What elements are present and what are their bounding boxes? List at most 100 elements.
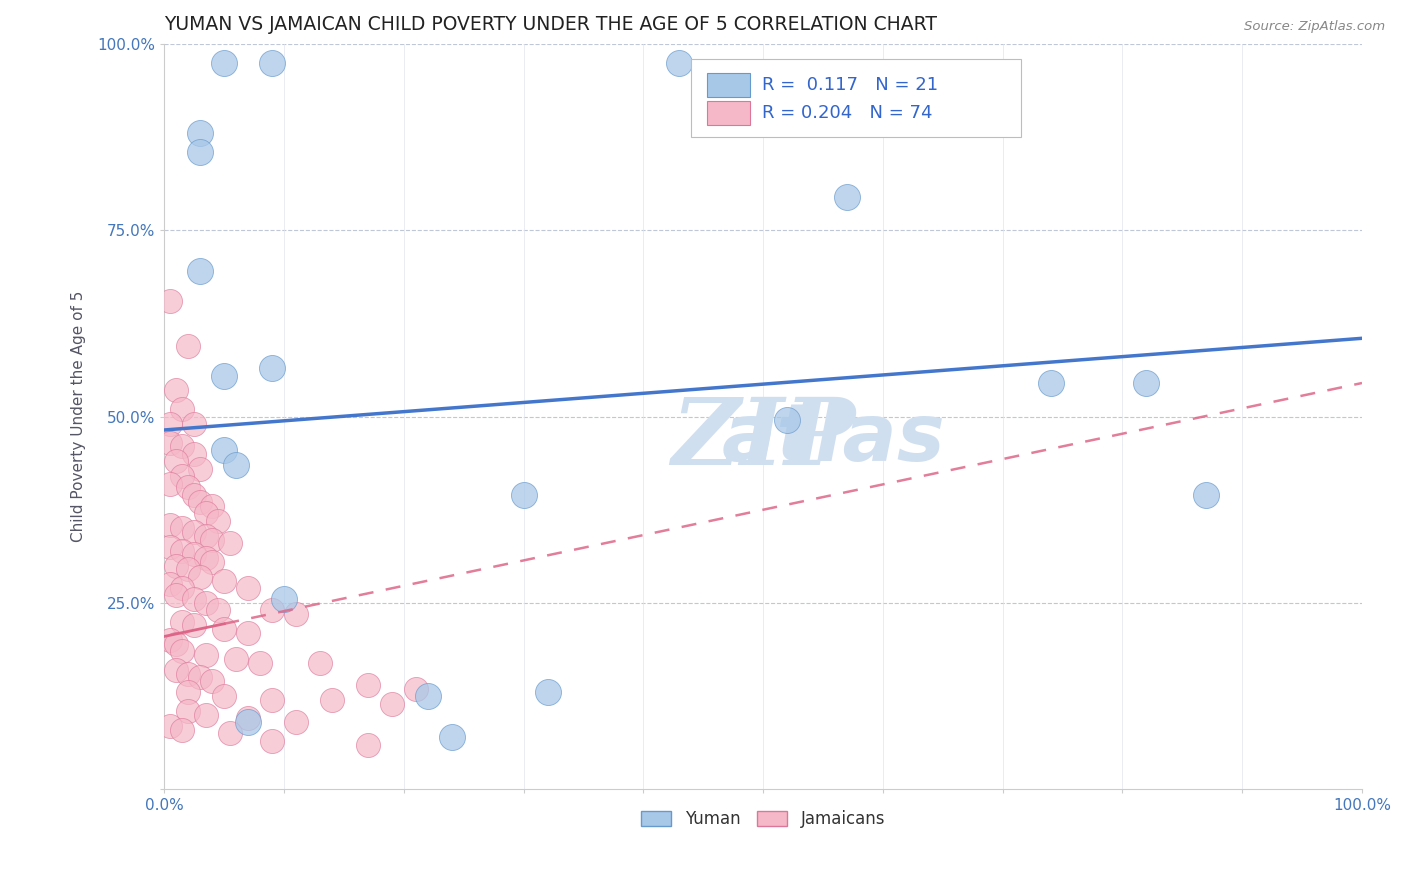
Point [177, 339, 200, 353]
Point [177, 666, 200, 681]
Point [177, 685, 200, 699]
Point [159, 476, 181, 491]
Point [165, 663, 187, 677]
Point [1135, 376, 1157, 390]
Point [195, 648, 218, 662]
Point [188, 495, 211, 509]
Y-axis label: Child Poverty Under the Age of 5: Child Poverty Under the Age of 5 [72, 291, 86, 542]
Point [183, 592, 205, 607]
Point [238, 715, 260, 730]
Point [214, 689, 236, 703]
Point [219, 726, 242, 740]
Point [159, 417, 181, 431]
Point [172, 402, 194, 417]
Point [262, 55, 284, 70]
Point [159, 435, 181, 450]
Legend: Yuman, Jamaicans: Yuman, Jamaicans [633, 802, 893, 837]
Point [225, 652, 247, 666]
Point [172, 615, 194, 629]
Point [195, 507, 218, 521]
Point [201, 555, 224, 569]
Point [172, 521, 194, 535]
Point [188, 264, 211, 278]
Point [188, 461, 211, 475]
Point [285, 715, 308, 730]
Point [1195, 488, 1218, 502]
Point [165, 384, 187, 398]
Point [668, 55, 690, 70]
Point [172, 469, 194, 483]
Point [207, 514, 229, 528]
Point [165, 558, 187, 573]
Point [183, 488, 205, 502]
Point [165, 589, 187, 603]
Point [159, 577, 181, 591]
Point [262, 361, 284, 376]
Point [309, 656, 332, 670]
Point [273, 592, 295, 607]
Point [225, 458, 247, 472]
Point [172, 439, 194, 453]
Point [195, 596, 218, 610]
Point [183, 525, 205, 540]
Point [172, 644, 194, 658]
Point [165, 637, 187, 651]
Point [201, 674, 224, 689]
Point [177, 562, 200, 576]
Point [159, 633, 181, 648]
Point [195, 529, 218, 543]
Point [188, 145, 211, 159]
Point [172, 723, 194, 737]
Point [172, 581, 194, 595]
Point [416, 689, 439, 703]
Point [188, 126, 211, 140]
Text: R = 0.204   N = 74: R = 0.204 N = 74 [762, 104, 932, 122]
Point [262, 693, 284, 707]
FancyBboxPatch shape [707, 73, 749, 97]
Point [159, 293, 181, 308]
Point [214, 443, 236, 458]
Point [201, 533, 224, 547]
Point [188, 670, 211, 684]
Point [183, 447, 205, 461]
Point [195, 707, 218, 722]
Point [512, 488, 534, 502]
Point [238, 711, 260, 725]
Point [285, 607, 308, 621]
Point [440, 730, 463, 744]
Point [177, 704, 200, 718]
Text: R =  0.117   N = 21: R = 0.117 N = 21 [762, 76, 938, 94]
Point [357, 678, 380, 692]
Point [262, 603, 284, 617]
Text: atlas: atlas [582, 400, 945, 478]
Point [172, 543, 194, 558]
Point [183, 618, 205, 632]
Point [238, 581, 260, 595]
Point [159, 540, 181, 554]
Point [195, 551, 218, 566]
Point [177, 480, 200, 494]
Text: ZIP: ZIP [671, 394, 855, 484]
Point [536, 685, 558, 699]
Point [214, 55, 236, 70]
Point [1039, 376, 1062, 390]
Point [183, 417, 205, 431]
Point [219, 536, 242, 550]
Point [188, 570, 211, 584]
Point [159, 517, 181, 532]
Point [249, 656, 271, 670]
Point [835, 189, 858, 203]
Text: Source: ZipAtlas.com: Source: ZipAtlas.com [1244, 20, 1385, 33]
Point [207, 603, 229, 617]
Point [405, 681, 427, 696]
Point [776, 413, 799, 427]
Point [214, 574, 236, 588]
Point [183, 548, 205, 562]
Point [238, 625, 260, 640]
Point [214, 622, 236, 636]
FancyBboxPatch shape [692, 59, 1021, 137]
Point [357, 738, 380, 752]
Point [201, 499, 224, 513]
FancyBboxPatch shape [707, 102, 749, 125]
Point [165, 454, 187, 468]
